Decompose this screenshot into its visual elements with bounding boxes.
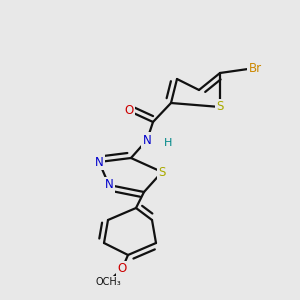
- Text: O: O: [124, 104, 134, 118]
- Text: H: H: [164, 138, 172, 148]
- Text: N: N: [94, 155, 103, 169]
- Text: N: N: [142, 134, 152, 146]
- Text: S: S: [216, 100, 224, 113]
- Text: N: N: [105, 178, 113, 191]
- Text: OCH₃: OCH₃: [95, 277, 121, 287]
- Text: O: O: [117, 262, 127, 275]
- Text: S: S: [158, 166, 166, 178]
- Text: Br: Br: [248, 61, 262, 74]
